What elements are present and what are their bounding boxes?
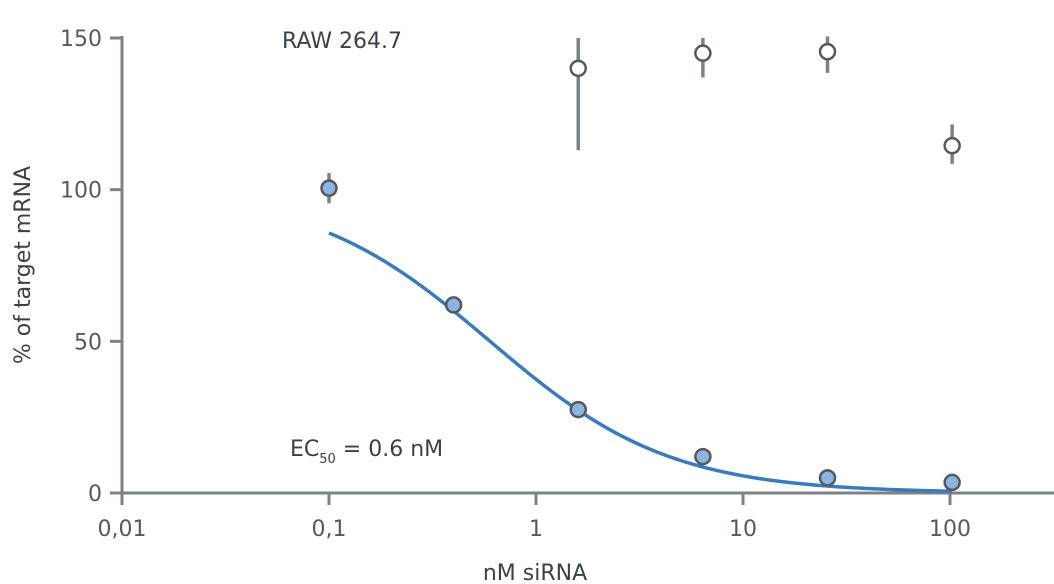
fit-curve-group: [328, 231, 953, 493]
y-tick-label: 100: [60, 179, 102, 204]
data-point-treated: [569, 400, 588, 419]
y-tick-label: 0: [88, 482, 102, 507]
ec50-annotation: EC50 = 0.6 nM: [290, 437, 443, 467]
fit-curve: [328, 231, 953, 493]
ec50-prefix: EC: [290, 437, 319, 462]
x-tick-label: 0,1: [312, 517, 347, 542]
data-point-control: [818, 42, 837, 61]
data-point-treated: [818, 469, 837, 487]
data-point-control: [569, 59, 588, 78]
x-axis-title: nM siRNA: [483, 561, 587, 584]
data-point-treated: [943, 473, 961, 492]
y-tick-label: 50: [74, 330, 102, 355]
cell-line-label: RAW 264.7: [282, 29, 402, 54]
ticks: 0 50 100 150 0,01 0,1 1 10 100: [60, 27, 971, 542]
axes: [120, 36, 1054, 495]
ec50-subscript: 50: [319, 452, 336, 467]
data-point-control: [694, 44, 712, 62]
data-points: [320, 36, 961, 492]
x-tick-label: 0,01: [98, 517, 147, 542]
x-tick-label: 1: [529, 517, 543, 542]
x-tick-label: 10: [729, 517, 757, 542]
x-tick-label: 100: [929, 517, 971, 542]
data-point-treated: [444, 296, 463, 314]
data-point-treated: [320, 179, 338, 197]
ec50-value: = 0.6 nM: [336, 437, 443, 462]
data-point-treated: [694, 447, 712, 466]
data-point-control: [943, 136, 961, 155]
y-tick-label: 150: [60, 27, 102, 52]
y-axis-title: % of target mRNA: [11, 166, 36, 364]
